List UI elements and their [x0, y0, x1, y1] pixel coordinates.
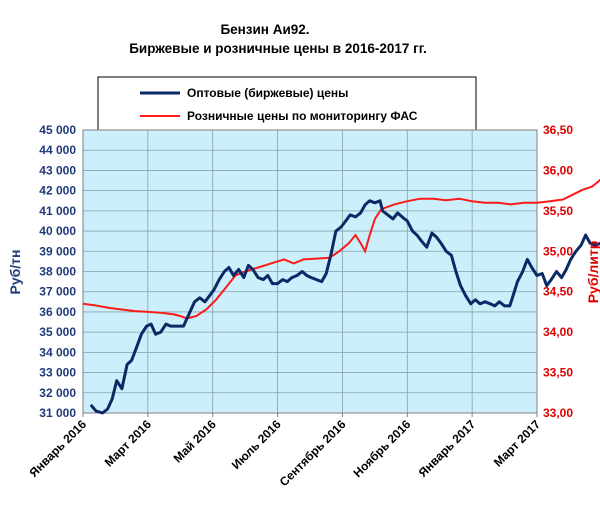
legend: Оптовые (биржевые) цены Розничные цены п…: [97, 76, 477, 131]
x-tick-label: Январь 2017: [416, 417, 479, 480]
y-left-tick-label: 32 000: [39, 386, 76, 400]
legend-box: [97, 76, 477, 131]
y-right-axis: 33,00 33,50 34,00 34,50 35,00 35,50 36,00 36,50: [543, 123, 573, 420]
y-left-tick-label: 38 000: [39, 265, 76, 279]
chart-title-line2: Биржевые и розничные цены в 2016-2017 гг…: [129, 41, 427, 56]
y-right-tick-label: 35,00: [543, 244, 573, 258]
y-left-tick-label: 42 000: [39, 184, 76, 198]
y-left-tick-label: 45 000: [39, 123, 76, 137]
chart-title-line1: Бензин Аи92.: [220, 22, 309, 37]
y-left-tick-label: 34 000: [39, 345, 76, 359]
x-tick-label: Ноябрь 2016: [350, 417, 413, 480]
y-right-tick-label: 36,00: [543, 163, 573, 177]
plot-border: [82, 129, 538, 414]
y-right-tick-label: 35,50: [543, 204, 573, 218]
legend-label-wholesale: Оптовые (биржевые) цены: [187, 86, 348, 100]
y-right-tick-label: 33,50: [543, 366, 573, 380]
y-right-tick-label: 33,00: [543, 406, 573, 420]
x-tick-label: Март 2016: [102, 417, 154, 469]
y-right-axis-label: Руб/литр: [585, 241, 600, 304]
x-tick-label: Май 2016: [171, 417, 219, 465]
y-left-axis-label: Руб/тн: [7, 250, 23, 295]
y-left-tick-label: 39 000: [39, 244, 76, 258]
y-left-tick-label: 36 000: [39, 305, 76, 319]
y-right-tick-label: 34,00: [543, 325, 573, 339]
y-left-tick-label: 44 000: [39, 143, 76, 157]
y-left-tick-label: 41 000: [39, 204, 76, 218]
y-right-tick-label: 36,50: [543, 123, 573, 137]
x-tick-label: Сентябрь 2016: [277, 417, 349, 489]
x-tick-label: Январь 2016: [27, 417, 90, 480]
y-left-tick-label: 40 000: [39, 224, 76, 238]
x-axis: Январь 2016 Март 2016 Май 2016 Июль 2016Сен…: [27, 413, 543, 489]
y-right-tick-label: 34,50: [543, 285, 573, 299]
y-left-tick-label: 35 000: [39, 325, 76, 339]
x-tick-label: Июль 2016: [229, 417, 284, 472]
y-left-tick-label: 33 000: [39, 366, 76, 380]
y-left-tick-label: 31 000: [39, 406, 76, 420]
x-tick-label: Март 2017: [491, 417, 543, 469]
series-wholesale-line: [89, 199, 600, 415]
y-left-tick-label: 37 000: [39, 285, 76, 299]
y-left-axis: 31 000 32 000 33 000 34 000 35 000 36 000 37 0…: [39, 123, 76, 420]
legend-label-retail: Розничные цены по мониторингу ФАС: [187, 109, 418, 123]
y-left-tick-label: 43 000: [39, 163, 76, 177]
